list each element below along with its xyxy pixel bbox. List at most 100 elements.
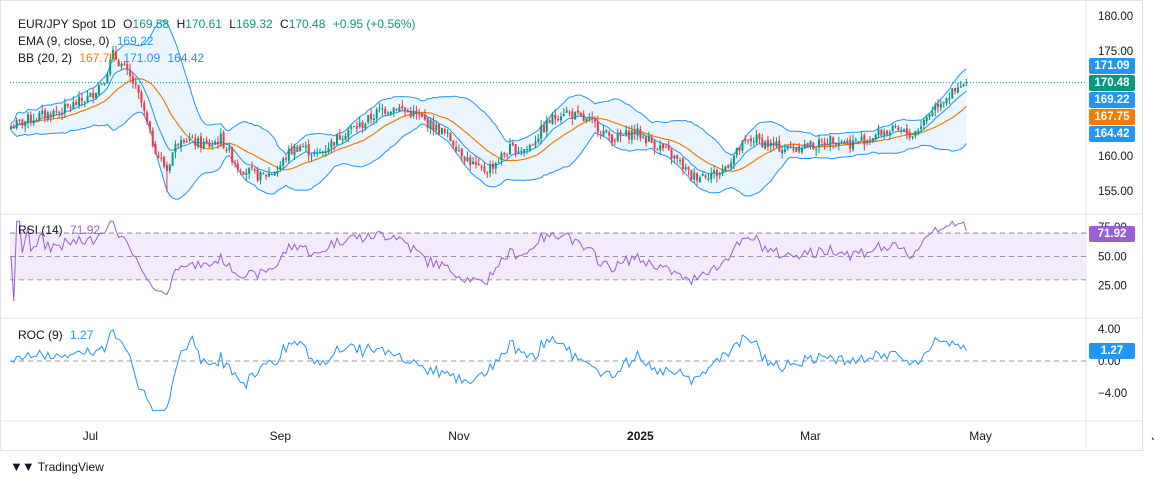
candle-body — [392, 107, 395, 113]
candle-body — [735, 147, 738, 156]
candle-body — [815, 149, 818, 151]
candle-body — [871, 138, 874, 141]
x-tick-label: May — [969, 429, 992, 443]
candle-body — [863, 135, 866, 145]
open-label: O — [123, 17, 133, 31]
bb-label: BB (20, 2) — [18, 51, 73, 65]
candle-body — [86, 95, 89, 102]
candle-body — [934, 104, 937, 111]
x-tick-label: 2025 — [627, 429, 654, 443]
candle-body — [585, 118, 588, 122]
candle-body — [647, 136, 650, 142]
candle-body — [463, 156, 466, 161]
candle-body — [939, 103, 942, 108]
roc-badge-text: 1.27 — [1100, 345, 1124, 357]
candle-body — [772, 142, 775, 146]
candle-body — [265, 175, 268, 177]
candle-body — [460, 148, 463, 157]
candle-body — [633, 129, 636, 135]
candle-body — [302, 146, 305, 148]
candle-body — [469, 157, 472, 166]
candle-body — [361, 122, 364, 129]
candle-body — [409, 110, 412, 118]
candle-body — [775, 141, 778, 147]
candle-body — [372, 118, 375, 121]
candle-body — [698, 177, 701, 183]
candle-body — [188, 138, 191, 141]
ema-value: 169.22 — [116, 34, 154, 48]
rsi-legend: RSI (14) 71.92 — [18, 223, 104, 238]
candle-body — [789, 146, 792, 148]
candle-body — [137, 85, 140, 93]
brand-footer[interactable]: ▼▼ TradingView — [10, 459, 104, 474]
candle-body — [837, 142, 840, 146]
candle-body — [956, 87, 959, 93]
candle-body — [114, 51, 117, 60]
candle-body — [704, 175, 707, 178]
candle-body — [673, 155, 676, 159]
price-tick-label: 160.00 — [1098, 151, 1133, 163]
candle-body — [438, 123, 441, 135]
candle-body — [497, 161, 500, 163]
candle-body — [395, 109, 398, 111]
candle-body — [319, 152, 322, 154]
rsi-tick-label: 50.00 — [1098, 251, 1127, 263]
candle-body — [72, 102, 75, 109]
candle-body — [299, 146, 302, 152]
candle-body — [421, 113, 424, 117]
candle-body — [423, 115, 426, 120]
candle-body — [874, 134, 877, 140]
candle-body — [80, 97, 83, 102]
candle-body — [457, 150, 460, 152]
candle-body — [256, 169, 259, 181]
x-tick-label: Jul — [83, 429, 98, 443]
candle-body — [432, 121, 435, 131]
rsi-badge: 71.92 — [1089, 226, 1135, 242]
candle-body — [446, 132, 449, 134]
candle-body — [46, 112, 49, 119]
candle-body — [738, 147, 741, 151]
candle-body — [630, 130, 633, 140]
price-badge: 164.42 — [1089, 126, 1135, 142]
candle-body — [293, 146, 296, 156]
candle-body — [653, 141, 656, 149]
candle-body — [568, 111, 571, 113]
candle-body — [253, 169, 256, 171]
candle-body — [185, 141, 188, 143]
candle-body — [191, 137, 194, 139]
candle-body — [29, 114, 32, 123]
rsi-badge-text: 71.92 — [1097, 228, 1127, 240]
bb-band-fill — [11, 20, 967, 200]
rsi-tick-label: 25.00 — [1098, 281, 1127, 293]
candle-body — [52, 110, 55, 117]
candle-body — [276, 170, 279, 174]
candle-body — [525, 149, 528, 151]
candle-body — [954, 87, 957, 92]
roc-value: 1.27 — [70, 328, 94, 342]
bb-upper-line — [10, 19, 967, 156]
candle-body — [262, 173, 265, 175]
candle-body — [378, 107, 381, 109]
candle-body — [758, 134, 761, 140]
candle-body — [270, 173, 273, 175]
candle-body — [826, 143, 829, 146]
change-value: +0.95 (+0.56%) — [332, 17, 416, 31]
candle-body — [812, 142, 815, 150]
candle-body — [404, 107, 407, 111]
candle-body — [228, 147, 231, 150]
candle-body — [233, 163, 236, 165]
bb-lower-line — [10, 111, 967, 200]
candle-body — [370, 113, 373, 120]
candle-body — [517, 151, 520, 153]
rsi-band-fill — [10, 233, 1086, 280]
candle-body — [920, 126, 923, 130]
candle-body — [900, 130, 903, 132]
candle-body — [639, 129, 642, 139]
candle-body — [321, 151, 324, 153]
candle-body — [347, 130, 350, 138]
high-label: H — [176, 17, 186, 31]
candle-body — [353, 126, 356, 128]
candle-body — [250, 166, 253, 168]
